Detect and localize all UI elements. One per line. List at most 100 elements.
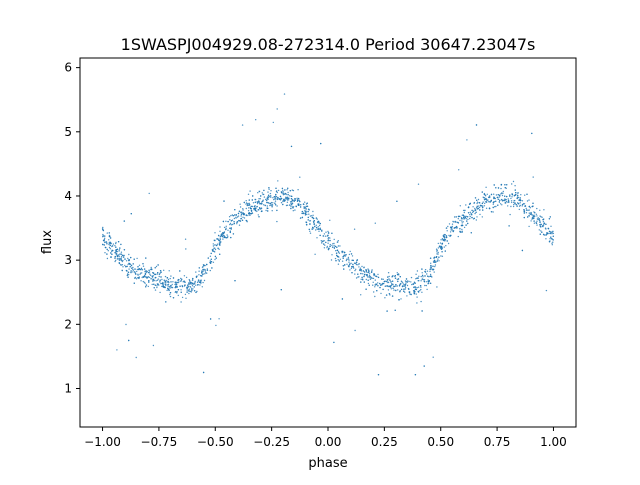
data-point xyxy=(500,187,502,190)
data-point xyxy=(106,253,108,255)
data-point xyxy=(150,268,152,271)
data-point xyxy=(221,235,224,238)
data-point xyxy=(128,262,130,265)
data-point xyxy=(289,195,291,197)
data-point xyxy=(175,284,178,286)
data-point xyxy=(546,232,548,234)
data-point xyxy=(347,258,350,260)
data-point xyxy=(162,282,164,285)
data-point xyxy=(343,251,346,254)
data-point xyxy=(218,241,221,243)
data-point xyxy=(111,250,113,253)
data-point xyxy=(256,201,258,203)
data-point xyxy=(461,218,463,220)
data-point xyxy=(490,193,493,196)
data-point xyxy=(167,284,169,286)
data-point xyxy=(165,283,167,285)
data-point xyxy=(262,200,264,202)
data-point xyxy=(152,275,154,277)
data-point xyxy=(103,238,106,241)
data-point xyxy=(219,253,221,255)
data-point xyxy=(309,230,311,232)
data-point xyxy=(269,204,271,207)
data-point xyxy=(529,213,532,215)
data-point xyxy=(273,198,275,201)
data-point xyxy=(301,210,304,213)
data-point xyxy=(231,219,234,221)
data-point xyxy=(538,219,541,221)
data-point xyxy=(338,252,341,254)
data-point xyxy=(122,266,124,268)
data-point xyxy=(493,184,495,186)
data-point xyxy=(291,189,293,191)
data-point xyxy=(528,215,530,217)
data-point xyxy=(267,196,269,198)
data-point xyxy=(469,217,471,220)
data-point xyxy=(395,285,397,287)
data-point xyxy=(393,289,395,291)
data-point xyxy=(327,232,330,234)
data-point xyxy=(237,219,240,222)
data-point xyxy=(145,257,147,259)
data-point xyxy=(383,280,386,283)
data-point xyxy=(245,202,248,204)
data-point xyxy=(114,245,116,247)
data-point xyxy=(403,290,405,292)
data-point xyxy=(306,213,308,216)
data-point xyxy=(420,275,422,278)
data-point xyxy=(130,213,132,215)
data-point xyxy=(226,236,229,239)
data-point xyxy=(128,268,130,270)
data-point xyxy=(521,200,524,202)
data-point xyxy=(472,211,474,214)
data-point xyxy=(154,273,157,276)
data-point xyxy=(219,226,221,228)
data-point xyxy=(440,247,442,249)
data-point xyxy=(488,207,491,210)
data-point xyxy=(354,329,356,332)
data-point xyxy=(363,281,365,283)
data-point xyxy=(309,223,311,225)
data-point xyxy=(552,230,554,233)
data-point xyxy=(199,281,201,284)
data-point xyxy=(295,205,297,208)
data-point xyxy=(518,208,520,211)
data-point xyxy=(336,246,338,248)
data-point xyxy=(268,187,270,189)
x-tick-label: 0.25 xyxy=(371,435,398,449)
data-point xyxy=(148,280,150,282)
y-tick-label: 2 xyxy=(64,317,72,331)
data-point xyxy=(450,229,452,231)
data-point xyxy=(279,198,281,200)
data-point xyxy=(248,207,250,209)
data-point xyxy=(291,202,294,204)
data-point xyxy=(443,246,445,248)
data-point xyxy=(359,267,362,269)
data-point xyxy=(214,258,216,261)
data-point xyxy=(538,229,540,231)
data-point xyxy=(410,293,412,296)
data-point xyxy=(274,198,276,200)
data-point xyxy=(368,270,370,273)
data-point xyxy=(512,180,515,183)
data-point xyxy=(406,284,409,287)
data-point xyxy=(508,201,510,203)
data-point xyxy=(507,198,509,200)
data-point xyxy=(102,226,104,229)
data-point xyxy=(464,209,466,212)
data-point xyxy=(416,302,418,304)
data-point xyxy=(526,193,528,195)
data-point xyxy=(204,273,206,275)
data-point xyxy=(103,240,105,242)
data-point xyxy=(261,192,263,194)
data-point xyxy=(539,215,541,217)
data-point xyxy=(270,196,272,198)
data-point xyxy=(233,222,235,225)
data-point xyxy=(355,268,357,270)
data-point xyxy=(544,227,547,229)
data-point xyxy=(484,202,486,205)
data-point xyxy=(476,216,478,218)
data-point xyxy=(157,283,159,285)
data-point xyxy=(435,248,438,250)
data-point xyxy=(513,201,515,204)
